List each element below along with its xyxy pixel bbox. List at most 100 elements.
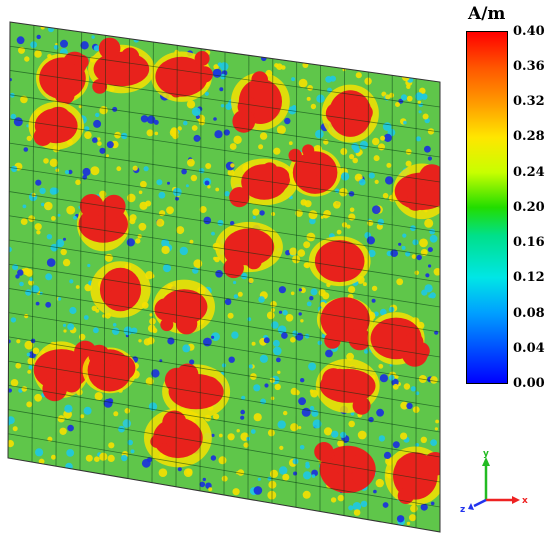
field-spot <box>43 158 49 164</box>
field-spot <box>35 179 42 186</box>
field-spot <box>17 269 24 276</box>
field-spot <box>352 502 362 511</box>
field-spot <box>372 205 381 214</box>
field-spot <box>427 128 435 135</box>
field-hotspot <box>155 56 208 97</box>
field-spot <box>112 323 117 327</box>
field-spot <box>337 494 345 502</box>
field-spot <box>398 242 402 246</box>
field-spot <box>80 414 85 419</box>
field-hotspot-lobe <box>102 194 126 219</box>
field-spot <box>132 165 138 171</box>
z-axis-arrow <box>473 498 487 508</box>
field-spot <box>403 383 411 390</box>
field-spot <box>147 337 155 345</box>
field-spot <box>29 277 34 282</box>
field-spot <box>396 278 404 286</box>
field-spot <box>26 352 31 357</box>
field-spot <box>183 120 188 126</box>
field-spot <box>67 323 75 331</box>
field-spot <box>346 352 354 361</box>
field-spot <box>373 155 380 162</box>
field-spot <box>349 207 355 213</box>
field-spot <box>285 250 291 256</box>
field-hotspot-lobe <box>331 301 355 325</box>
field-spot <box>50 243 58 252</box>
field-spot <box>146 129 154 137</box>
field-hotspot-lobe <box>79 194 104 218</box>
field-spot <box>311 474 316 478</box>
field-spot <box>75 179 81 186</box>
field-spot <box>186 100 196 109</box>
field-spot <box>27 370 32 374</box>
field-spot <box>20 95 28 104</box>
field-spot <box>308 362 317 371</box>
field-spot <box>424 218 434 228</box>
field-spot <box>318 289 326 297</box>
field-spot <box>203 216 212 225</box>
field-hotspot-lobe <box>397 487 415 504</box>
field-spot <box>372 137 380 146</box>
field-spot <box>26 135 32 142</box>
field-hotspot-lobe <box>102 215 119 232</box>
field-spot <box>388 306 395 313</box>
field-hotspot-lobe <box>150 435 163 448</box>
field-hotspot-lobe <box>162 410 187 435</box>
field-spot <box>90 166 100 176</box>
field-spot <box>64 170 70 175</box>
field-spot <box>137 234 142 239</box>
field-spot <box>69 279 74 284</box>
field-spot <box>409 514 417 522</box>
field-spot <box>421 289 428 296</box>
field-spot <box>336 229 342 235</box>
field-spot <box>315 129 324 139</box>
field-spot <box>350 412 355 416</box>
field-spot <box>94 392 103 401</box>
field-spot <box>339 187 348 197</box>
field-spot <box>271 212 276 216</box>
field-spot <box>410 386 417 392</box>
cell-gridline <box>8 409 440 483</box>
field-hotspot-lobe <box>322 368 345 391</box>
field-spot <box>371 298 376 303</box>
field-spot <box>80 41 89 50</box>
field-spot <box>233 280 237 285</box>
field-spot <box>181 168 187 175</box>
field-spot <box>15 362 22 369</box>
field-spot <box>217 62 223 67</box>
field-spot <box>59 427 67 435</box>
field-spot <box>241 272 248 280</box>
field-hotspot-lobe <box>229 187 250 208</box>
field-spot <box>8 440 14 448</box>
field-spot <box>99 190 107 198</box>
cell-gridline <box>319 65 321 512</box>
field-spot <box>38 458 45 465</box>
field-spot <box>66 205 76 215</box>
field-spot <box>233 294 239 299</box>
field-spot <box>62 258 71 267</box>
field-hotspot-lobe <box>232 109 256 133</box>
field-spot <box>166 206 174 215</box>
field-spot <box>266 311 275 320</box>
field-spot <box>36 230 41 235</box>
field-spot <box>93 119 102 128</box>
field-hotspot-lobe <box>407 185 430 208</box>
field-spot <box>309 405 315 411</box>
field-spot <box>382 192 389 199</box>
field-spot <box>79 333 86 341</box>
field-spot <box>308 210 318 220</box>
field-spot <box>66 449 75 457</box>
field-spot <box>82 167 91 176</box>
field-spot <box>63 237 66 241</box>
field-spot <box>34 393 42 402</box>
field-spot <box>415 92 424 101</box>
field-spot <box>323 210 331 218</box>
field-spot <box>236 429 240 433</box>
field-spot <box>18 46 25 54</box>
field-spot <box>364 349 369 354</box>
field-hotspot-lobe <box>109 286 129 306</box>
field-spot <box>252 215 256 219</box>
field-spot <box>330 497 337 503</box>
field-spot <box>378 363 384 369</box>
